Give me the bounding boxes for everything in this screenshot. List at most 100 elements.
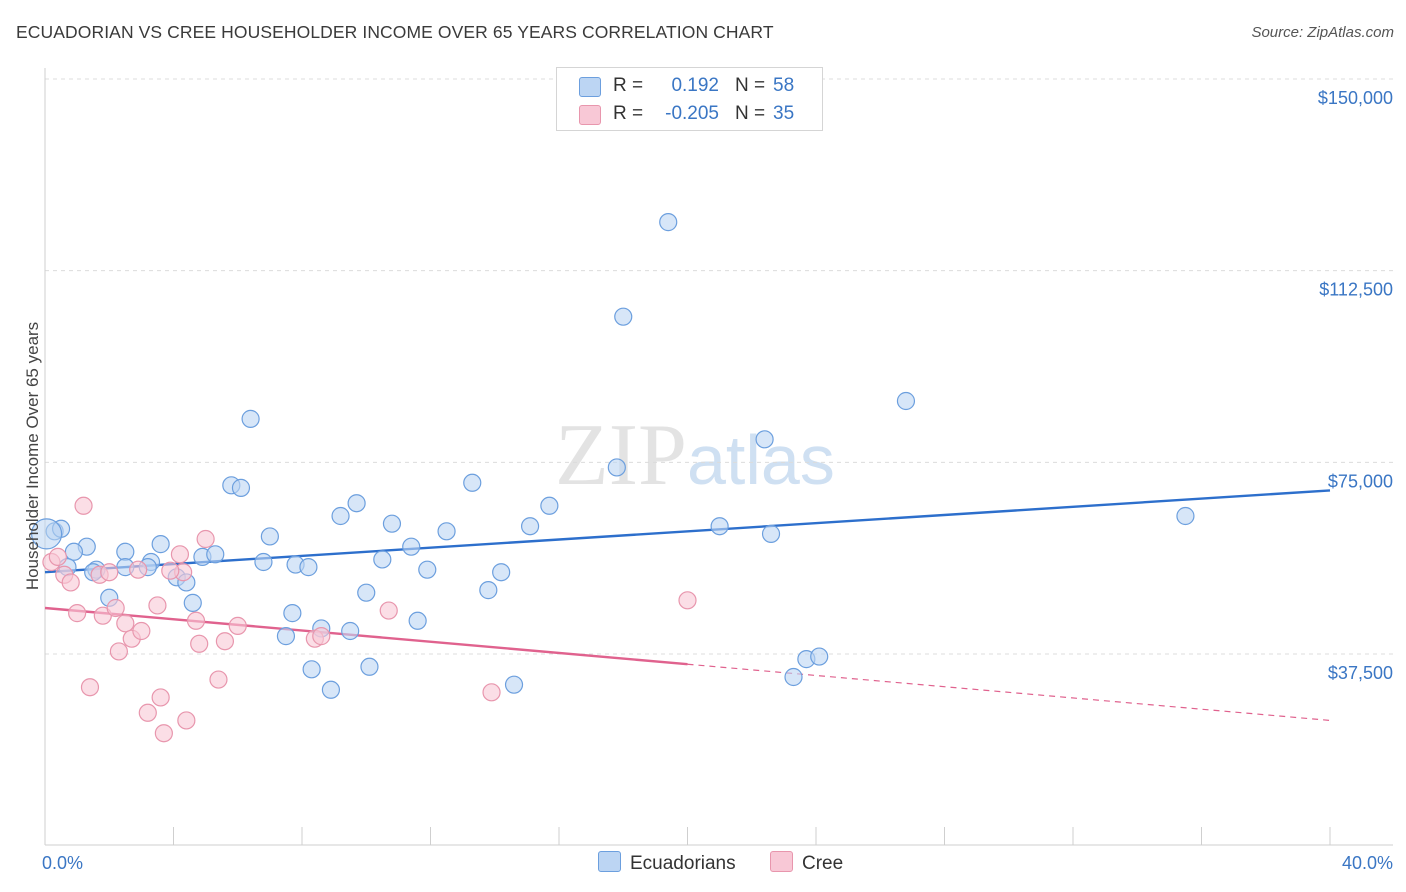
point-cree <box>109 642 128 661</box>
point-ecuadorians <box>1176 506 1195 526</box>
point-ecuadorians <box>520 517 540 536</box>
y-tick-label: $150,000 <box>1318 88 1393 108</box>
point-ecuadorians <box>357 583 376 602</box>
watermark: ZIPatlas <box>555 405 835 506</box>
legend-r-label: R = <box>613 75 644 96</box>
bottom-legend-label: Ecuadorians <box>630 853 736 874</box>
point-ecuadorians <box>607 458 626 477</box>
point-ecuadorians <box>331 506 350 526</box>
bottom-legend-ecuadorians: Ecuadorians <box>598 851 736 875</box>
point-cree <box>48 547 67 566</box>
axis-labels: $37,500 $75,000 $112,500 $150,000 0.0% 40.0% H… <box>23 88 1393 873</box>
point-cree <box>190 634 209 653</box>
point-ecuadorians <box>360 657 379 676</box>
point-ecuadorians <box>463 473 482 492</box>
point-cree <box>482 683 501 702</box>
legend-r-label: R = <box>613 103 644 124</box>
point-cree <box>154 724 173 743</box>
point-cree <box>678 591 697 610</box>
point-ecuadorians <box>755 430 774 449</box>
point-cree <box>148 596 167 615</box>
point-cree <box>106 598 125 618</box>
point-ecuadorians <box>302 660 321 679</box>
legend-n-label: N = <box>735 75 766 96</box>
point-ecuadorians <box>418 560 437 579</box>
source-label: Source: ZipAtlas.com <box>1251 24 1394 41</box>
point-ecuadorians <box>283 604 302 623</box>
point-ecuadorians <box>254 552 273 572</box>
y-tick-label: $112,500 <box>1319 280 1393 300</box>
point-ecuadorians <box>710 517 729 536</box>
point-cree <box>186 611 206 630</box>
point-ecuadorians <box>504 675 524 694</box>
point-ecuadorians <box>183 593 202 612</box>
legend-swatch-blue <box>579 77 601 97</box>
y-tick-label: $37,500 <box>1328 663 1393 683</box>
point-ecuadorians <box>299 558 318 577</box>
legend-r-value: 0.192 <box>671 75 719 96</box>
data-points <box>31 213 1195 743</box>
point-ecuadorians <box>276 627 296 646</box>
point-ecuadorians <box>761 524 781 543</box>
y-tick-label: $75,000 <box>1328 471 1393 491</box>
bottom-legend-cree: Cree <box>770 851 843 875</box>
trend-line-ecuadorians <box>44 489 1331 574</box>
legend-r-value: -0.205 <box>665 103 719 124</box>
chart-title: ECUADORIAN VS CREE HOUSEHOLDER INCOME OV… <box>16 22 774 42</box>
point-ecuadorians <box>64 542 84 561</box>
point-cree <box>129 560 148 579</box>
point-ecuadorians <box>810 647 829 666</box>
point-cree <box>161 561 180 580</box>
point-cree <box>151 688 170 707</box>
point-cree <box>209 670 228 689</box>
point-ecuadorians <box>241 409 260 428</box>
point-ecuadorians <box>321 680 341 699</box>
point-cree <box>379 601 398 620</box>
point-cree <box>100 563 119 582</box>
trend-line-cree <box>44 606 688 666</box>
correlation-legend: R = 0.192 N = 58 R = -0.205 N = 35 <box>556 67 823 131</box>
x-tick-label: 40.0% <box>1342 853 1393 873</box>
point-ecuadorians <box>373 550 392 569</box>
x-tick-label: 0.0% <box>42 853 83 873</box>
watermark-zip: ZIP <box>555 407 687 504</box>
point-cree <box>170 545 190 564</box>
point-cree <box>80 678 100 697</box>
point-cree <box>61 573 80 592</box>
point-ecuadorians <box>614 307 633 326</box>
bottom-legend-label: Cree <box>802 853 844 874</box>
point-ecuadorians <box>479 581 498 600</box>
legend-n-value: 58 <box>773 75 795 96</box>
point-ecuadorians <box>260 527 279 546</box>
point-ecuadorians <box>659 213 678 232</box>
point-cree <box>132 621 151 641</box>
point-ecuadorians <box>341 621 360 641</box>
point-cree <box>312 627 331 646</box>
trend-line-cree-extrapolated <box>687 663 1331 722</box>
point-cree <box>68 604 87 623</box>
bottom-legend-swatch-pink <box>770 851 793 872</box>
grid-lines <box>45 78 1395 655</box>
bottom-legend-swatch-blue <box>598 851 621 872</box>
point-ecuadorians <box>206 545 225 564</box>
point-ecuadorians <box>382 514 402 533</box>
y-axis-label: Householder Income Over 65 years <box>23 322 42 590</box>
point-ecuadorians <box>492 563 511 582</box>
point-ecuadorians <box>540 496 559 515</box>
legend-row-ecuadorians: R = 0.192 N = 58 <box>557 72 822 100</box>
point-cree <box>228 616 247 635</box>
point-cree <box>215 632 234 651</box>
point-ecuadorians <box>896 391 916 411</box>
legend-row-cree: R = -0.205 N = 35 <box>557 100 822 128</box>
point-ecuadorians <box>231 478 251 497</box>
point-ecuadorians <box>437 522 456 541</box>
point-cree <box>196 529 215 549</box>
point-ecuadorians <box>116 542 135 561</box>
point-ecuadorians <box>151 535 170 554</box>
point-ecuadorians <box>402 537 421 556</box>
point-cree <box>138 703 157 722</box>
point-ecuadorians <box>408 611 427 630</box>
axes <box>44 68 1393 846</box>
point-ecuadorians <box>31 518 63 550</box>
